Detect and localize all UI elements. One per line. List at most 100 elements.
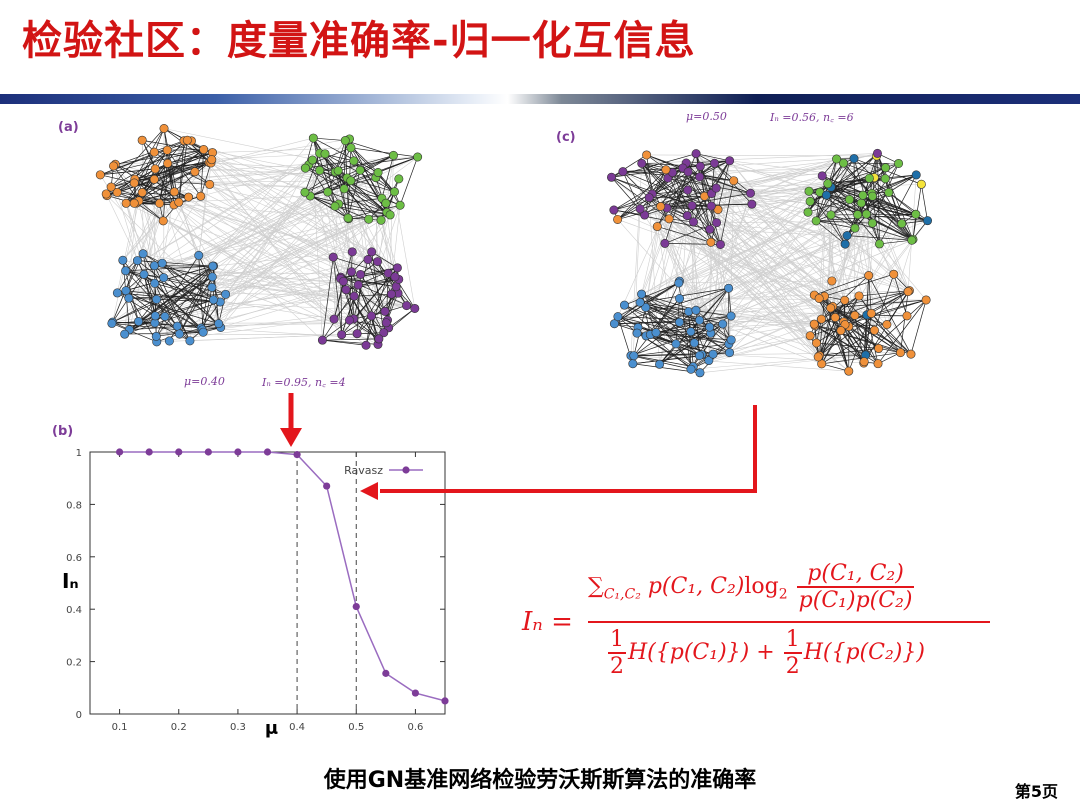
network-node [300, 187, 310, 197]
intra-edge [847, 235, 912, 241]
data-point [293, 451, 301, 459]
network-node [152, 294, 162, 304]
network-node [300, 163, 310, 173]
intra-edge [815, 220, 846, 245]
network-node [347, 267, 357, 277]
formula-plus: + [756, 640, 775, 665]
inter-edge [134, 137, 314, 184]
intra-edge [622, 171, 641, 210]
intra-edge [877, 299, 927, 364]
inter-edge [143, 203, 339, 275]
network-node [381, 318, 391, 328]
inter-edge [688, 203, 753, 312]
network-node [394, 174, 404, 184]
inter-edge [154, 265, 359, 286]
network-node [921, 295, 931, 305]
intra-edge [156, 299, 204, 333]
network-node [629, 351, 639, 361]
network-node [704, 356, 714, 366]
inter-edge [164, 137, 314, 317]
intra-edge [613, 209, 645, 216]
intra-edge [371, 251, 385, 333]
inter-edge [611, 177, 811, 337]
intra-edge [138, 196, 189, 202]
intra-edge [322, 257, 334, 341]
intra-edge [617, 169, 667, 220]
data-point [411, 689, 420, 697]
data-point [145, 448, 153, 456]
intra-edge [154, 179, 180, 203]
intra-edge [354, 293, 392, 297]
network-node [606, 172, 616, 182]
network-node [347, 247, 357, 257]
network-node [661, 165, 671, 175]
network-node [674, 278, 684, 288]
intra-edge [877, 153, 880, 244]
network-node [138, 249, 148, 259]
intra-edge [682, 167, 721, 245]
network-node [724, 283, 734, 293]
network-node [330, 201, 340, 211]
intra-edge [633, 309, 697, 356]
network-node [745, 188, 755, 198]
network-node [691, 305, 701, 315]
intra-edge [166, 150, 175, 192]
intra-edge [166, 149, 202, 197]
network-node [844, 195, 854, 205]
network-node [849, 154, 859, 164]
nmi-formula: Iₙ = ∑C₁,C₂ p(C₁, C₂)log2 p(C₁, C₂) p(C₁… [522, 555, 1002, 695]
intra-edge [345, 140, 394, 156]
intra-edge [848, 326, 879, 364]
intra-edge [808, 191, 846, 245]
network-node [196, 191, 206, 201]
intra-edge [368, 191, 395, 220]
intra-edge [686, 160, 730, 164]
intra-edge [830, 194, 864, 216]
inter-edge [688, 167, 886, 173]
intra-edge [356, 267, 398, 334]
inter-edge [125, 152, 320, 272]
network-node [805, 331, 815, 341]
panel-a-mu-text: μ=0.40 [184, 375, 225, 388]
y-tick-label: 0.2 [66, 658, 82, 669]
intra-edge [664, 171, 689, 244]
network-node [349, 156, 359, 166]
network-node [695, 172, 705, 182]
network-node [842, 231, 852, 241]
network-node [635, 297, 645, 307]
data-point [204, 448, 212, 456]
network-node [875, 239, 885, 249]
intra-edge [154, 283, 157, 337]
intra-edge [200, 299, 214, 329]
x-tick-label: 0.3 [230, 722, 246, 733]
network-node [346, 176, 356, 186]
inter-edge [679, 298, 819, 358]
intra-edge [117, 192, 179, 203]
intra-edge [900, 291, 909, 353]
intra-edge [830, 187, 856, 229]
intra-edge [136, 202, 164, 222]
network-node [642, 150, 652, 160]
panel-b-label: (b) [52, 424, 74, 439]
intra-edge [113, 165, 140, 202]
inter-edge [156, 195, 311, 337]
intra-edge [910, 299, 927, 355]
panel-c-label: (c) [556, 130, 576, 145]
network-node [392, 263, 402, 273]
network-node [109, 161, 119, 171]
network-node [159, 273, 169, 283]
network-node [208, 261, 218, 271]
network-node [367, 247, 377, 257]
intra-edge [367, 259, 416, 309]
intra-edge [312, 159, 348, 179]
intra-edge [304, 153, 320, 193]
inter-edge [637, 315, 907, 334]
network-node [129, 178, 139, 188]
network-node [884, 187, 894, 197]
x-axis-label: μ [265, 718, 278, 739]
intra-edge [313, 137, 345, 190]
title-divider-bar [0, 94, 1080, 104]
network-node [356, 269, 366, 279]
intra-edge [312, 159, 391, 216]
intra-edge [113, 140, 185, 167]
